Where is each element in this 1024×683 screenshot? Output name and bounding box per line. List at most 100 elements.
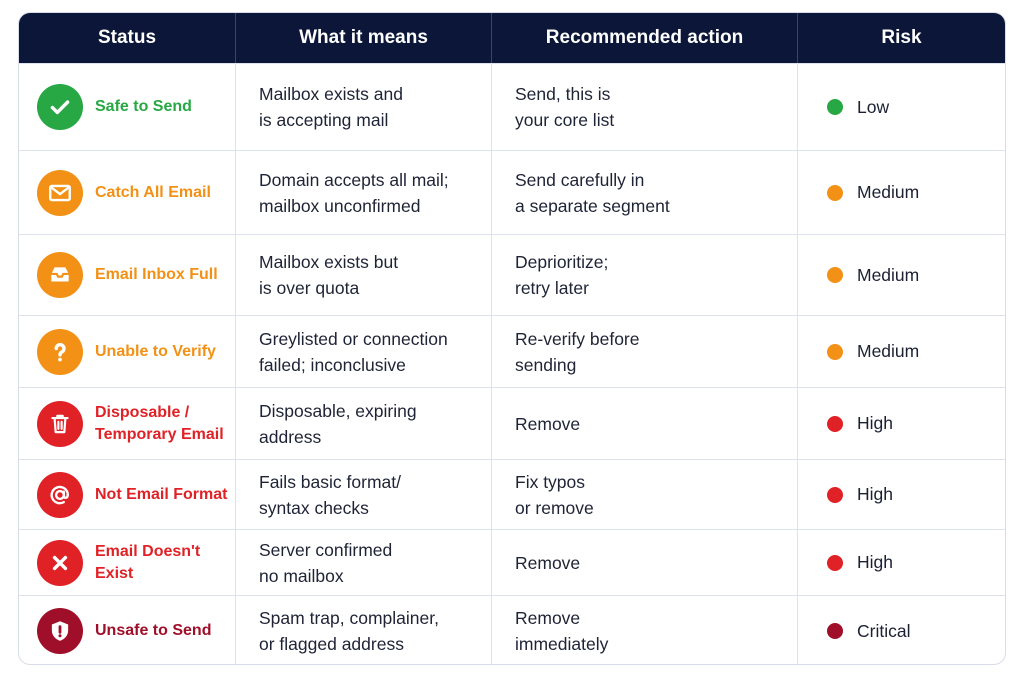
risk-label: Medium: [857, 264, 920, 285]
risk-label: Medium: [857, 341, 920, 361]
status-cell: Unable to Verify: [19, 316, 236, 387]
envelope-icon: [37, 169, 83, 216]
action-cell-line: Remove: [515, 552, 581, 573]
action-cell-line: your core list: [515, 110, 615, 130]
meaning-cell-line: or flagged address: [259, 634, 404, 654]
meaning-cell: Spam trap, complainer, or flagged address: [236, 596, 492, 664]
risk-label: Low: [857, 96, 890, 117]
risk-dot: [827, 343, 843, 360]
header-action: Recommended action: [492, 13, 798, 63]
risk-dot: [827, 623, 843, 639]
trash-icon: [37, 400, 83, 447]
status-cell: Safe to Send: [19, 64, 236, 150]
risk-cell: High: [798, 530, 1005, 595]
table-row: Not Email Format Fails basic format/synta…: [19, 459, 1005, 529]
action-cell: Deprioritize; retry later: [492, 235, 798, 315]
check-icon: [37, 84, 83, 130]
risk-cell: Medium: [798, 316, 1005, 387]
meaning-cell-line: no mailbox: [259, 565, 344, 586]
x-icon: [37, 539, 83, 586]
risk-dot: [827, 554, 843, 571]
status-label-line: Unsafe to Send: [95, 622, 212, 639]
risk-label: Critical: [857, 620, 911, 641]
meaning-cell-line: Mailbox exists but: [259, 252, 399, 272]
table-row: Unable to Verify Greylisted or connection…: [19, 315, 1005, 387]
table-row: Unsafe to Send Spam trap, complainer, or f…: [19, 595, 1005, 664]
action-cell-line: or remove: [515, 497, 594, 518]
header-risk: Risk: [881, 27, 922, 48]
action-cell: Remove: [492, 530, 798, 595]
inbox-tray-icon: [37, 252, 83, 298]
status-cell: Not Email Format: [19, 460, 236, 529]
meaning-cell-line: Disposable, expiring: [259, 400, 417, 421]
status-label-line: Email Doesn't Exist: [95, 542, 201, 582]
risk-cell: Critical: [798, 596, 1005, 664]
meaning-cell: Domain accepts all mail; mailbox unconfir…: [236, 151, 492, 234]
meaning-cell: Server confirmed no mailbox: [236, 530, 492, 595]
meaning-cell-line: syntax checks: [259, 497, 369, 518]
risk-label: Medium: [857, 182, 920, 202]
status-label: Unable to Verify: [95, 341, 216, 363]
meaning-cell-line: Greylisted or connection: [259, 328, 448, 349]
risk-dot: [827, 184, 843, 201]
status-label: Email Inbox Full: [95, 264, 218, 286]
status-label: Safe to Send: [95, 96, 192, 118]
header-meaning: What it means: [236, 13, 492, 63]
action-cell: Remove: [492, 388, 798, 459]
table-row: Catch All Email Domain accepts all mail; m…: [19, 150, 1005, 234]
meaning-cell: Greylisted or connection failed; inconclu…: [236, 316, 492, 387]
status-label: Catch All Email: [95, 182, 211, 204]
risk-cell: High: [798, 460, 1005, 529]
meaning-cell-line: Fails basic format/: [259, 471, 401, 492]
status-cell: Email Doesn't Exist: [19, 530, 236, 595]
action-cell: Send, this is your core list: [492, 64, 798, 150]
risk-cell: High: [798, 388, 1005, 459]
at-sign-icon: [37, 471, 83, 518]
status-label-line: Unable to Verify: [95, 342, 216, 360]
status-label-line: Not Email Format: [95, 485, 228, 503]
risk-cell: Medium: [798, 235, 1005, 315]
table-body: Safe to Send Mailbox exists and is accepti…: [19, 63, 1005, 664]
action-cell-line: Send, this is: [515, 84, 611, 104]
table-header: Status What it means Recommended action …: [19, 13, 1005, 63]
status-cell: Disposable / Temporary Email: [19, 388, 236, 459]
action-cell-line: Deprioritize;: [515, 252, 609, 272]
status-label-line: Email Inbox Full: [95, 266, 218, 283]
status-cell: Email Inbox Full: [19, 235, 236, 315]
meaning-cell-line: Server confirmed: [259, 539, 393, 560]
meaning-cell-line: Domain accepts all mail;: [259, 169, 449, 190]
action-cell-line: Fix typos: [515, 471, 586, 492]
action-cell-line: a separate segment: [515, 195, 670, 216]
status-label-line: Safe to Send: [95, 98, 192, 115]
meaning-cell-line: Mailbox exists and: [259, 84, 403, 104]
status-label-line: Temporary Email: [95, 425, 224, 443]
email-status-table: Status What it means Recommended action …: [18, 12, 1006, 665]
risk-dot: [827, 99, 843, 115]
action-cell-line: immediately: [515, 634, 609, 654]
action-cell-line: Remove: [515, 608, 581, 628]
meaning-cell-line: is over quota: [259, 278, 360, 298]
action-cell-line: Remove: [515, 413, 581, 434]
action-cell: Send carefully in a separate segment: [492, 151, 798, 234]
shield-alert-icon: [37, 608, 83, 654]
meaning-cell: Mailbox exists but is over quota: [236, 235, 492, 315]
status-cell: Catch All Email: [19, 151, 236, 234]
table-row: Email Inbox Full Mailbox exists but is ove…: [19, 234, 1005, 315]
risk-label: High: [857, 484, 893, 504]
meaning-cell-line: mailbox unconfirmed: [259, 195, 421, 216]
meaning-cell: Fails basic format/syntax checks: [236, 460, 492, 529]
risk-cell: Medium: [798, 151, 1005, 234]
meaning-cell-line: Spam trap, complainer,: [259, 608, 439, 628]
meaning-cell-line: failed; inconclusive: [259, 354, 406, 375]
meaning-cell: Disposable, expiring address: [236, 388, 492, 459]
action-cell-line: Re-verify before: [515, 328, 640, 349]
status-cell: Unsafe to Send: [19, 596, 236, 664]
action-cell: Remove immediately: [492, 596, 798, 664]
action-cell: Re-verify before sending: [492, 316, 798, 387]
status-label-line: Disposable /: [95, 403, 190, 421]
action-cell-line: sending: [515, 354, 577, 375]
table-row: Email Doesn't Exist Server confirmed no ma…: [19, 529, 1005, 595]
action-cell-line: Send carefully in: [515, 169, 645, 190]
status-label: Unsafe to Send: [95, 620, 211, 642]
meaning-cell-line: is accepting mail: [259, 110, 389, 130]
